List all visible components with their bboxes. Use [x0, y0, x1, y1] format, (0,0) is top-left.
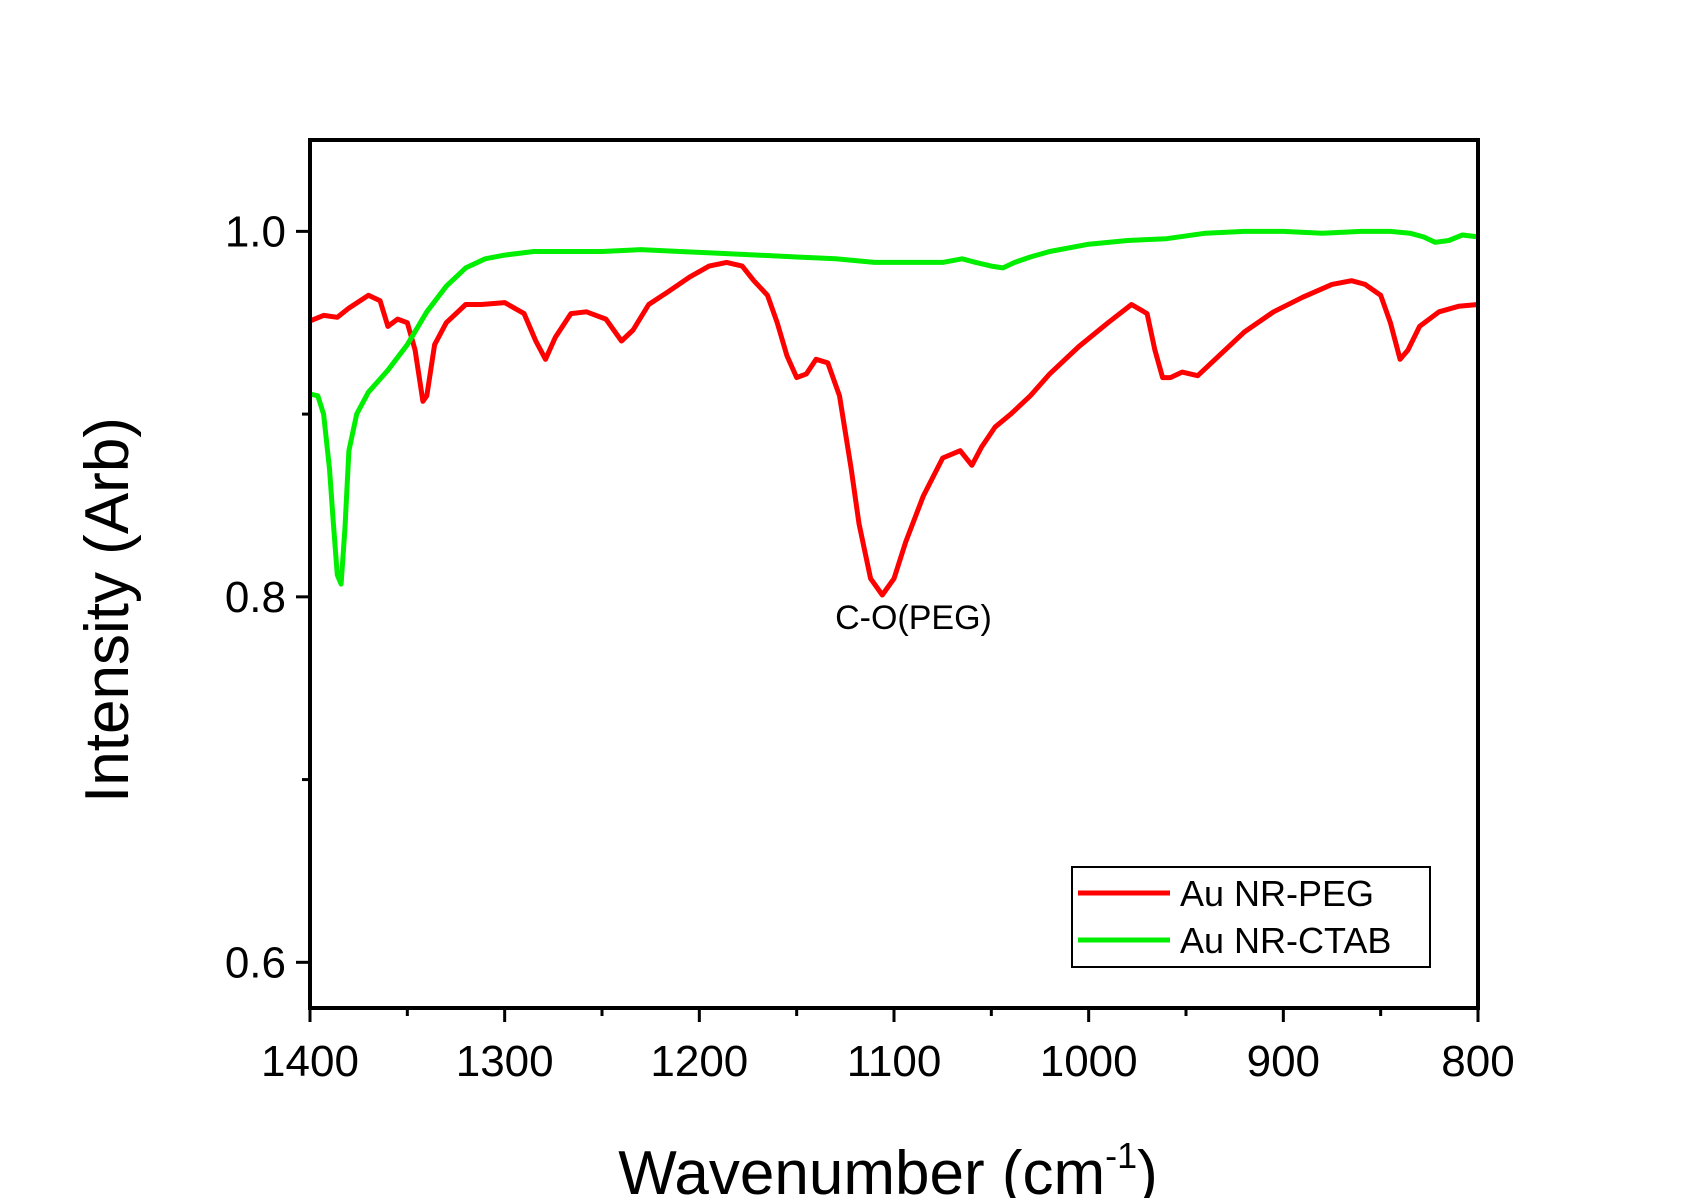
x-axis-title: Wavenumber (cm-1) — [618, 1135, 1158, 1198]
x-tick-label: 800 — [1441, 1037, 1514, 1086]
series-layer — [309, 228, 1479, 598]
x-axis-title-superscript: -1 — [1105, 1135, 1137, 1176]
x-tick-label: 1100 — [847, 1037, 942, 1086]
labels-layer: 1400 1300 1200 1100 1000 900 800 0.6 0.8 1.0 — [225, 207, 1515, 1086]
y-tick-label: 0.8 — [225, 573, 286, 622]
annotation-co-peg: C-O(PEG) — [835, 599, 992, 637]
series-line-au-nr-peg — [309, 259, 1479, 598]
legend-box — [1071, 866, 1431, 968]
series-line-au-nr-ctab — [309, 228, 1479, 587]
x-tick-label: 900 — [1247, 1037, 1320, 1086]
legend-label-ctab: Au NR-CTAB — [1180, 920, 1391, 961]
ticks-layer — [296, 229, 1480, 1022]
legend: Au NR-PEG Au NR-CTAB — [1071, 866, 1431, 968]
x-tick-label: 1400 — [261, 1037, 359, 1086]
y-tick-label: 1.0 — [225, 207, 286, 256]
y-axis-title: Intensity (Arb) — [73, 417, 142, 803]
x-tick-label: 1200 — [650, 1037, 748, 1086]
x-tick-label: 1000 — [1040, 1037, 1138, 1086]
legend-label-peg: Au NR-PEG — [1180, 873, 1374, 914]
x-axis-title-main: Wavenumber (cm — [618, 1139, 1105, 1198]
x-axis-title-suffix: ) — [1137, 1139, 1158, 1198]
x-tick-label: 1300 — [456, 1037, 554, 1086]
y-tick-label: 0.6 — [225, 938, 286, 987]
